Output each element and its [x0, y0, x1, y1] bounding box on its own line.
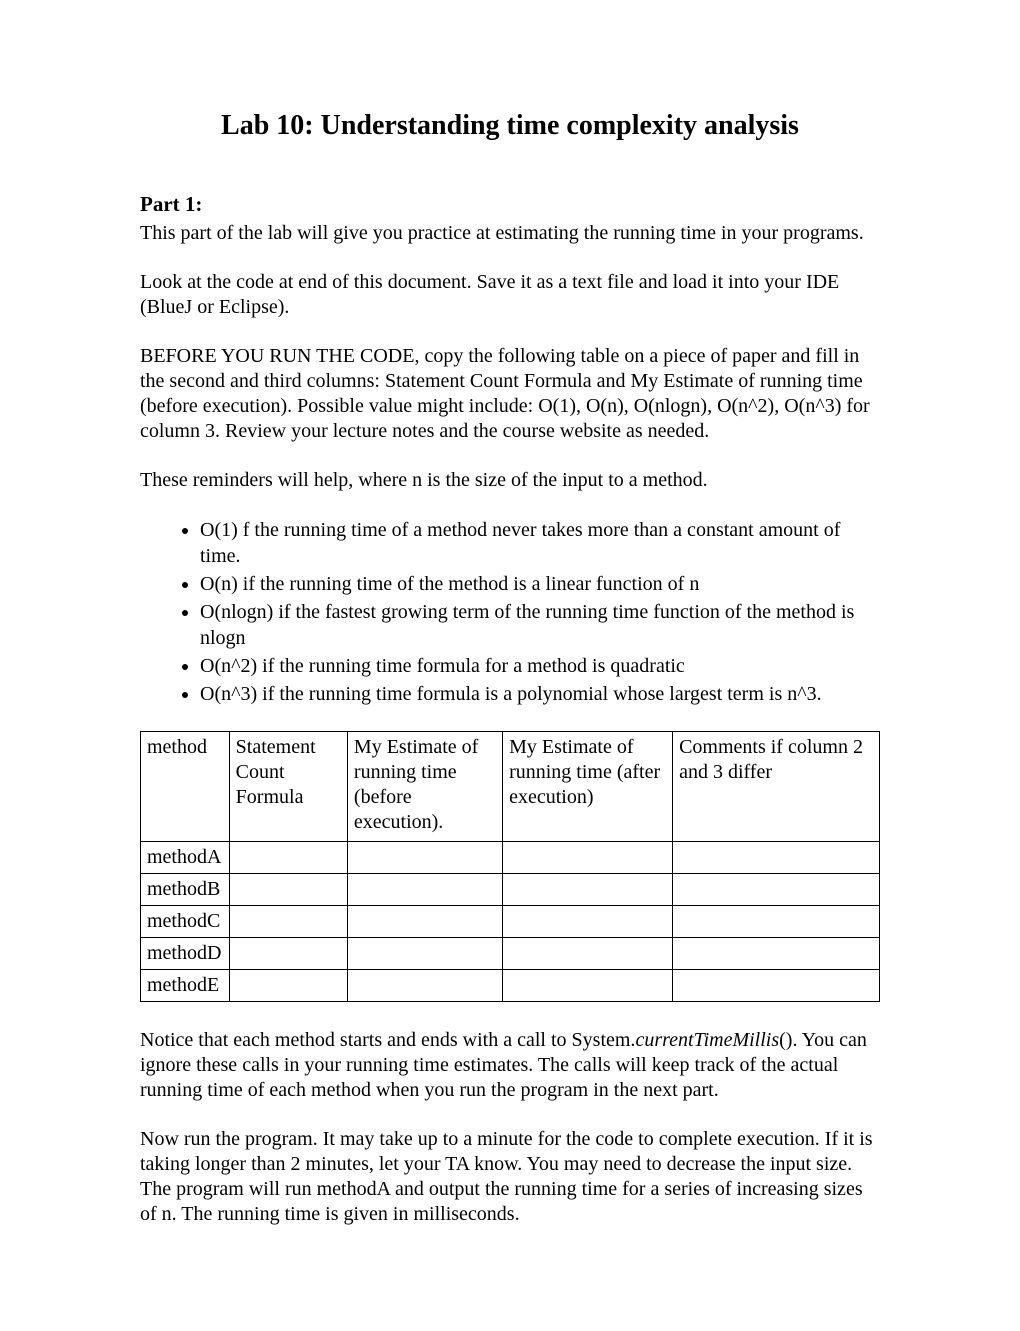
- list-item: O(n^3) if the running time formula is a …: [200, 681, 880, 707]
- table-row: methodD: [141, 938, 880, 970]
- notice-prefix: Notice that each method starts and ends …: [140, 1029, 635, 1051]
- notice-paragraph: Notice that each method starts and ends …: [140, 1028, 880, 1103]
- table-cell: [229, 938, 347, 970]
- table-cell: [673, 842, 880, 874]
- intro-paragraph-1: This part of the lab will give you pract…: [140, 221, 880, 246]
- table-row: methodA: [141, 842, 880, 874]
- table-row: methodE: [141, 970, 880, 1002]
- intro-paragraph-3: BEFORE YOU RUN THE CODE, copy the follow…: [140, 344, 880, 444]
- table-cell: [503, 906, 673, 938]
- part-1-heading: Part 1:: [140, 192, 880, 217]
- table-cell: [503, 874, 673, 906]
- list-item: O(nlogn) if the fastest growing term of …: [200, 599, 880, 651]
- table-cell-method: methodE: [141, 970, 230, 1002]
- list-item: O(1) f the running time of a method neve…: [200, 517, 880, 569]
- reminders-intro: These reminders will help, where n is th…: [140, 468, 880, 493]
- table-row: methodB: [141, 874, 880, 906]
- table-cell-method: methodA: [141, 842, 230, 874]
- table-cell: [673, 938, 880, 970]
- table-cell-method: methodC: [141, 906, 230, 938]
- table-cell: [347, 874, 502, 906]
- table-cell: [347, 842, 502, 874]
- table-cell: [229, 842, 347, 874]
- table-header-method: method: [141, 732, 230, 842]
- table-header-row: method Statement Count Formula My Estima…: [141, 732, 880, 842]
- complexity-bullet-list: O(1) f the running time of a method neve…: [140, 517, 880, 707]
- table-row: methodC: [141, 906, 880, 938]
- table-cell: [673, 874, 880, 906]
- table-cell: [229, 970, 347, 1002]
- notice-italic: currentTimeMillis: [635, 1029, 779, 1051]
- table-header-after: My Estimate of running time (after execu…: [503, 732, 673, 842]
- estimates-table: method Statement Count Formula My Estima…: [140, 731, 880, 1002]
- table-cell: [673, 970, 880, 1002]
- table-header-formula: Statement Count Formula: [229, 732, 347, 842]
- table-cell: [229, 874, 347, 906]
- table-cell: [347, 906, 502, 938]
- run-paragraph: Now run the program. It may take up to a…: [140, 1127, 880, 1227]
- table-cell: [347, 938, 502, 970]
- table-header-comments: Comments if column 2 and 3 differ: [673, 732, 880, 842]
- table-cell: [503, 842, 673, 874]
- list-item: O(n^2) if the running time formula for a…: [200, 653, 880, 679]
- table-cell-method: methodD: [141, 938, 230, 970]
- table-cell: [503, 938, 673, 970]
- table-cell: [347, 970, 502, 1002]
- table-cell: [503, 970, 673, 1002]
- document-page: Lab 10: Understanding time complexity an…: [0, 0, 1020, 1331]
- lab-title: Lab 10: Understanding time complexity an…: [140, 110, 880, 142]
- table-cell-method: methodB: [141, 874, 230, 906]
- table-header-before: My Estimate of running time (before exec…: [347, 732, 502, 842]
- table-cell: [229, 906, 347, 938]
- intro-paragraph-2: Look at the code at end of this document…: [140, 270, 880, 320]
- table-cell: [673, 906, 880, 938]
- list-item: O(n) if the running time of the method i…: [200, 571, 880, 597]
